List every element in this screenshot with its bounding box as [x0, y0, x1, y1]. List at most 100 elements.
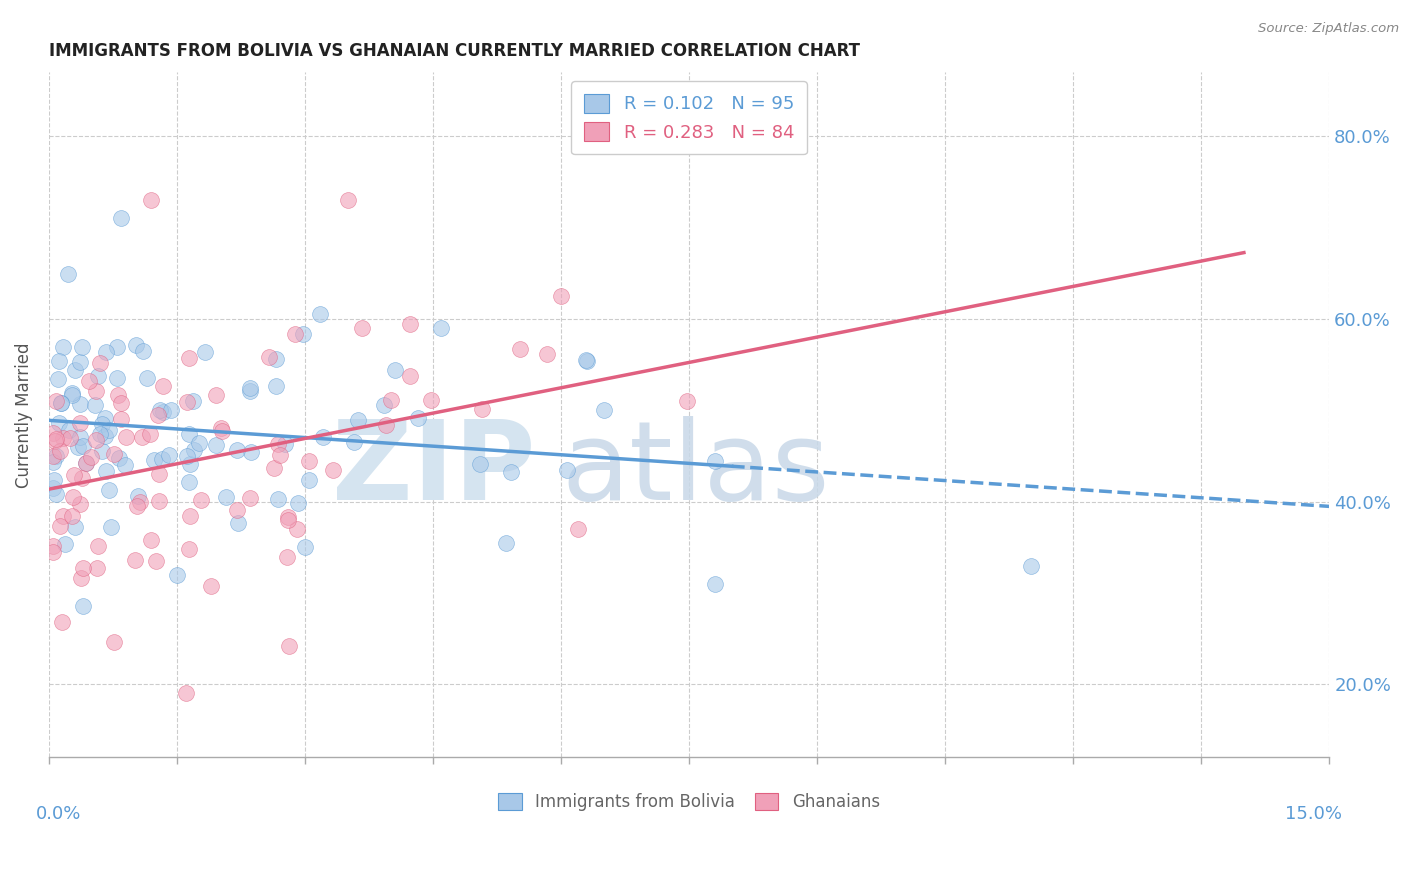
Point — [69, 397, 91, 411]
Point — [131, 430, 153, 444]
Point — [42, 481, 65, 495]
Point — [373, 398, 395, 412]
Point — [58, 423, 80, 437]
Legend: Immigrants from Bolivia, Ghanaians: Immigrants from Bolivia, Ghanaians — [492, 786, 886, 818]
Point — [148, 467, 170, 481]
Point — [159, 402, 181, 417]
Point — [77, 375, 100, 389]
Point — [72, 439, 94, 453]
Point — [200, 578, 222, 592]
Text: 0.0%: 0.0% — [37, 805, 82, 823]
Point — [179, 427, 201, 442]
Point — [190, 492, 212, 507]
Point — [291, 327, 314, 342]
Point — [555, 463, 578, 477]
Point — [284, 327, 307, 342]
Point — [143, 452, 166, 467]
Point — [48, 417, 70, 431]
Point — [267, 437, 290, 451]
Point — [215, 490, 238, 504]
Point — [70, 471, 93, 485]
Point — [45, 432, 67, 446]
Point — [225, 503, 247, 517]
Point — [429, 321, 451, 335]
Point — [108, 450, 131, 465]
Point — [105, 340, 128, 354]
Point — [93, 411, 115, 425]
Point — [127, 490, 149, 504]
Point — [115, 430, 138, 444]
Point — [177, 541, 200, 556]
Point — [72, 599, 94, 613]
Point — [277, 513, 299, 527]
Point — [103, 635, 125, 649]
Point — [149, 402, 172, 417]
Point — [152, 404, 174, 418]
Point — [70, 571, 93, 585]
Point — [550, 288, 572, 302]
Point — [287, 495, 309, 509]
Text: IMMIGRANTS FROM BOLIVIA VS GHANAIAN CURRENTLY MARRIED CORRELATION CHART: IMMIGRANTS FROM BOLIVIA VS GHANAIAN CURR… — [49, 42, 860, 60]
Point — [188, 436, 211, 450]
Point — [96, 344, 118, 359]
Point — [495, 535, 517, 549]
Point — [63, 362, 86, 376]
Point — [84, 384, 107, 398]
Point — [42, 449, 65, 463]
Point — [51, 615, 73, 629]
Point — [1019, 558, 1042, 573]
Point — [69, 355, 91, 369]
Point — [86, 369, 108, 384]
Point — [127, 499, 149, 513]
Point — [86, 561, 108, 575]
Point — [139, 533, 162, 547]
Point — [380, 393, 402, 408]
Point — [375, 418, 398, 433]
Point — [399, 368, 422, 383]
Point — [107, 388, 129, 402]
Point — [312, 429, 335, 443]
Point — [181, 394, 204, 409]
Point — [98, 423, 121, 437]
Point — [63, 468, 86, 483]
Point — [471, 401, 494, 416]
Y-axis label: Currently Married: Currently Married — [15, 343, 32, 488]
Point — [63, 520, 86, 534]
Point — [75, 456, 97, 470]
Point — [145, 553, 167, 567]
Point — [84, 398, 107, 412]
Point — [703, 577, 725, 591]
Point — [45, 486, 67, 500]
Point — [49, 396, 72, 410]
Point — [60, 509, 83, 524]
Text: atlas: atlas — [561, 417, 830, 524]
Point — [129, 495, 152, 509]
Point — [125, 338, 148, 352]
Point — [131, 344, 153, 359]
Point — [176, 449, 198, 463]
Point — [98, 483, 121, 497]
Point — [124, 553, 146, 567]
Point — [179, 458, 201, 472]
Point — [72, 340, 94, 354]
Point — [166, 567, 188, 582]
Point — [100, 519, 122, 533]
Point — [42, 539, 65, 553]
Point — [420, 392, 443, 407]
Point — [274, 436, 297, 450]
Point — [257, 350, 280, 364]
Point — [110, 396, 132, 410]
Point — [44, 434, 66, 448]
Point — [384, 363, 406, 377]
Point — [152, 378, 174, 392]
Point — [42, 544, 65, 558]
Point — [177, 351, 200, 366]
Point — [204, 388, 226, 402]
Point — [226, 443, 249, 458]
Point — [536, 347, 558, 361]
Point — [91, 444, 114, 458]
Point — [52, 508, 75, 523]
Point — [146, 409, 169, 423]
Point — [48, 354, 70, 368]
Point — [177, 475, 200, 489]
